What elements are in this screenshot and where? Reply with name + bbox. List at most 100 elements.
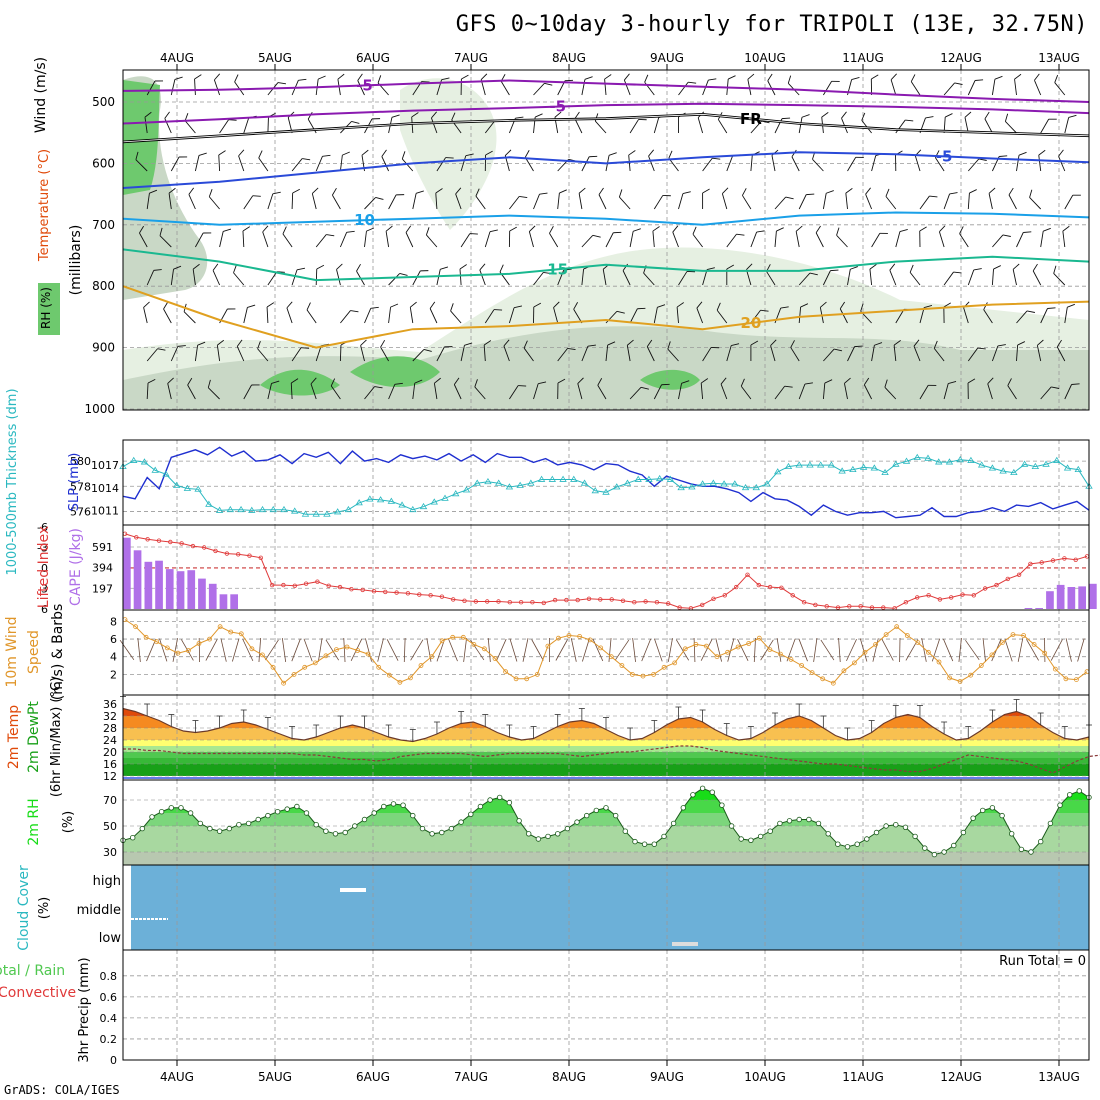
wind-barb-shaft	[774, 231, 777, 248]
wind-barb-flag	[874, 342, 883, 346]
wind-barb-shaft	[1040, 308, 1048, 324]
wind-barb-flag	[806, 193, 815, 196]
rh-units-label: (%)	[61, 811, 76, 834]
wind-speed-marker	[852, 660, 857, 666]
wind-barb-flag	[662, 194, 671, 197]
wind-barb-shaft	[1016, 345, 1019, 362]
wind-barb-flag	[177, 345, 186, 347]
wind-barb-icon	[760, 639, 774, 661]
wind-barb-flag	[390, 303, 399, 308]
wind-barb-flag	[157, 348, 166, 351]
slp-marker	[999, 467, 1007, 474]
wind-speed-marker	[915, 640, 921, 645]
top-date-label: 5AUG	[258, 51, 292, 65]
bottom-date-label: 4AUG	[160, 1070, 194, 1084]
slp-marker	[924, 454, 932, 461]
wind-speed-marker	[1010, 632, 1016, 637]
wind-barb-icon	[163, 301, 172, 324]
wind-barb-flag	[618, 189, 623, 198]
wind-barb-icon	[146, 638, 157, 662]
wind-barb-icon	[524, 150, 534, 172]
precip-convective-label: Convective	[0, 985, 76, 1001]
wind-barb-icon	[582, 638, 590, 662]
wind-speed-marker	[249, 646, 255, 652]
wind-speed-marker	[185, 648, 191, 653]
wind-barb-shaft	[188, 194, 196, 210]
wind-barb-shaft	[890, 79, 897, 96]
wind-speed-tick-label: 6	[110, 633, 117, 646]
wind-barb-shaft	[137, 638, 141, 662]
wind-barb-flag	[967, 378, 976, 384]
wind-barb-flag	[1072, 194, 1081, 196]
cape-tick-label: 197	[92, 582, 113, 595]
wind-barb-icon	[919, 384, 937, 400]
lifted-index-marker	[292, 583, 297, 588]
wind-barb-icon	[146, 348, 166, 362]
wind-barb-flag	[997, 344, 1006, 347]
lifted-index-marker	[722, 593, 727, 598]
wind-barb-flag	[681, 380, 690, 384]
rh-marker	[352, 823, 358, 829]
wind-barb-icon	[282, 226, 293, 248]
slp-marker	[280, 505, 288, 513]
slp-marker	[870, 464, 879, 471]
temp-tick-label: 28	[103, 722, 117, 735]
wind-barb-flag	[296, 267, 306, 271]
wind-barb-icon	[581, 155, 598, 172]
wind-barb-flag	[179, 156, 188, 158]
wind-speed-marker	[936, 659, 942, 665]
wind-speed-marker	[746, 641, 752, 646]
wind-barb-shaft	[675, 639, 690, 661]
wind-barb-flag	[272, 191, 281, 195]
wind-barb-flag	[604, 74, 612, 80]
wind-barb-flag	[414, 379, 423, 384]
wind-barb-shaft	[1012, 269, 1017, 286]
wind-barb-flag	[187, 377, 193, 386]
wind-barb-flag	[377, 75, 382, 84]
wind-barb-flag	[198, 152, 207, 156]
wind-barb-icon	[865, 187, 873, 210]
wind-barb-icon	[557, 347, 576, 362]
lifted-index-marker	[190, 543, 196, 549]
wind-barb-shaft	[1077, 638, 1085, 662]
wind-barb-flag	[893, 340, 901, 346]
wind-barb-icon	[146, 269, 162, 286]
wind-barb-icon	[281, 638, 287, 662]
temp-tick-label: 32	[103, 710, 117, 723]
wind-barb-flag	[485, 150, 493, 156]
wind-barb-flag	[509, 226, 517, 232]
wind-barb-shaft	[935, 157, 945, 172]
wind-barb-flag	[227, 308, 236, 310]
wind-barb-shaft	[943, 271, 954, 286]
isotherm-label: -5	[549, 98, 566, 116]
wind-barb-shaft	[753, 637, 756, 663]
wind-barb-shaft	[747, 79, 752, 96]
rh-marker	[564, 825, 571, 832]
wind-speed-marker	[926, 649, 931, 655]
top-date-label: 13AUG	[1038, 51, 1080, 65]
wind-barb-shaft	[509, 638, 518, 662]
wind-barb-icon	[258, 150, 269, 172]
wind-barb-shaft	[508, 307, 515, 324]
wind-barb-icon	[484, 150, 493, 172]
wind-speed-marker	[778, 651, 783, 657]
wind-barb-flag	[756, 230, 765, 233]
wind-barb-icon	[431, 111, 438, 134]
wind-barb-icon	[365, 638, 372, 662]
wind-barb-flag	[1054, 74, 1059, 83]
wind-barb-icon	[433, 377, 441, 400]
wind-barb-icon	[870, 74, 879, 96]
slp-marker	[849, 465, 857, 473]
lifted-index-axis-label: Lifted Index	[36, 526, 52, 608]
wind-barb-icon	[943, 302, 951, 324]
wind-barb-shaft	[170, 79, 176, 96]
wind-barb-flag	[909, 264, 914, 273]
lifted-index-marker	[915, 595, 920, 600]
wind-barb-shaft	[205, 639, 218, 661]
wind-barb-shaft	[641, 638, 652, 662]
slp-marker	[602, 488, 610, 495]
wind-barb-icon	[964, 111, 972, 134]
wind-barb-shaft	[921, 638, 927, 662]
wind-barb-flag	[884, 379, 888, 388]
slp-marker	[301, 510, 310, 517]
